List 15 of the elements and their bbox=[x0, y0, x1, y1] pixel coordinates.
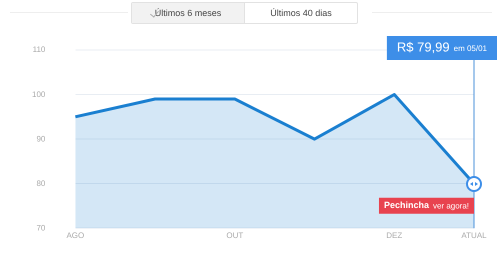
x-tick-label: OUT bbox=[226, 231, 244, 240]
y-tick-label: 90 bbox=[36, 134, 46, 144]
y-tick-label: 80 bbox=[36, 178, 46, 188]
annotation: R$ 79,99 bbox=[396, 40, 450, 55]
x-tick-label: DEZ bbox=[386, 231, 402, 240]
y-tick-label: 70 bbox=[36, 223, 46, 232]
annotation: em 05/01 bbox=[454, 44, 488, 54]
x-tick-label: AGO bbox=[66, 231, 84, 240]
text: Últimos 6 meses bbox=[132, 3, 245, 23]
y-tick-label: 110 bbox=[32, 45, 46, 54]
annotation: ver agora! bbox=[432, 201, 470, 210]
x-tick-label: ATUAL bbox=[461, 231, 488, 240]
annotation: Pechincha bbox=[384, 200, 430, 210]
text: Últimos 40 dias bbox=[269, 7, 333, 20]
y-tick-label: 100 bbox=[32, 90, 46, 99]
